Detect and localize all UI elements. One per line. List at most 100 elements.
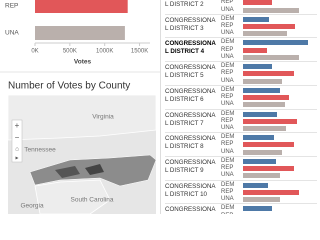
party-label: DEM: [221, 134, 235, 141]
district-name: CONGRESSIONAL DISTRICT 9: [165, 158, 216, 174]
party-label: REP: [221, 213, 233, 214]
bar: [243, 197, 280, 203]
party-label: UNA: [221, 53, 234, 60]
party-label: UNA: [221, 125, 234, 132]
party-label: DEM: [221, 110, 235, 117]
district-row[interactable]: CONGRESSIONAL DISTRICT 2DEMREPUNA: [165, 0, 317, 14]
bar: [243, 64, 272, 70]
state-shape: [7, 94, 157, 141]
party-label: REP: [221, 117, 234, 124]
bar: [243, 7, 300, 13]
party-label: UNA: [221, 101, 234, 108]
district-row[interactable]: CONGRESSIONAL DISTRICT 6 DEM REP UNA: [165, 84, 317, 109]
bar: [243, 173, 280, 179]
party-label: REP: [221, 70, 234, 77]
party-label: UNA: [221, 172, 234, 179]
pan[interactable]: ▸: [15, 156, 18, 162]
district-row[interactable]: CONGRESSIONAL DISTRICT 11DEMREPUNA: [165, 203, 317, 214]
party-label: REP: [221, 94, 234, 101]
bar: [243, 126, 287, 132]
bar: [243, 95, 289, 101]
party-label: DEM: [221, 205, 235, 212]
party-label: UNA: [221, 148, 234, 155]
party-label: DEM: [221, 86, 235, 93]
map-title: Number of Votes by County: [8, 81, 130, 92]
district-row[interactable]: CONGRESSIONAL DISTRICT 5 DEM REP UNA: [165, 61, 317, 85]
bar: [243, 135, 275, 141]
district-name: CONGRESSIONAL DISTRICT 10: [165, 182, 216, 198]
district-row[interactable]: CONGRESSIONAL DISTRICT 9 DEM REP UNA: [165, 155, 317, 180]
district-name: CONGRESSIONAL DISTRICT 5: [165, 64, 216, 80]
bar: [243, 118, 297, 124]
bar: [243, 158, 276, 164]
bar: [243, 182, 268, 188]
district-name: CONGRESSIONAL DISTRICT 7: [165, 111, 216, 127]
bar: [243, 16, 270, 22]
bar: [243, 31, 288, 37]
bar: [35, 0, 128, 13]
bar: [243, 78, 283, 84]
x-axis-label: Votes: [74, 59, 92, 66]
state-shape: [34, 179, 111, 214]
party-label: UNA: [221, 6, 234, 13]
map-label: Georgia: [20, 203, 44, 210]
bar: [35, 26, 125, 40]
district-row[interactable]: CONGRESSIONAL DISTRICT 10 DEM REP UNA: [165, 179, 317, 204]
bar: [243, 189, 300, 195]
party-label: UNA: [221, 77, 234, 84]
zoom-in[interactable]: +: [15, 121, 20, 130]
party-label: REP: [221, 165, 234, 172]
party-label: UNA: [221, 30, 234, 37]
district-row[interactable]: CONGRESSIONAL DISTRICT 8 DEM REP UNA: [165, 132, 317, 156]
bar: [243, 87, 280, 93]
county-highlight: [55, 166, 80, 178]
y-tick-label: REP: [5, 3, 18, 10]
bar: [243, 71, 294, 77]
left-panel: + − ⌂ ▸ Virginia Tennessee South Carolin…: [0, 0, 160, 214]
district-name: CONGRESSIONAL DISTRICT 4: [165, 40, 216, 56]
bar: [243, 149, 283, 155]
district-name: CONGRESSIONAL DISTRICT 11: [165, 206, 216, 214]
x-tick-label: 0K: [31, 49, 38, 55]
county-highlight: [85, 164, 104, 175]
bar: [243, 54, 300, 60]
bar: [243, 40, 309, 46]
y-tick-label: UNA: [5, 30, 19, 37]
bar: [243, 0, 272, 6]
party-label: REP: [221, 188, 234, 195]
map: + − ⌂ ▸ Virginia Tennessee South Carolin…: [7, 94, 157, 214]
party-label: DEM: [221, 157, 235, 164]
dashboard: + − ⌂ ▸ Virginia Tennessee South Carolin…: [0, 0, 317, 214]
party-label: DEM: [221, 63, 235, 70]
party-label: REP: [221, 0, 234, 6]
party-label: DEM: [221, 15, 235, 22]
party-label: DEM: [221, 181, 235, 188]
x-tick-label: 500K: [63, 49, 77, 55]
bar: [243, 23, 296, 29]
map-label: Tennessee: [24, 147, 56, 154]
party-label: DEM: [221, 39, 235, 46]
bar: [243, 142, 294, 148]
bar: [243, 206, 272, 212]
party-label: REP: [221, 22, 234, 29]
divider: [160, 0, 161, 214]
district-row[interactable]: CONGRESSIONAL DISTRICT 7 DEM REP UNA: [165, 108, 317, 133]
map-label: South Carolina: [71, 197, 114, 204]
bar: [243, 102, 285, 108]
district-name: CONGRESSIONAL DISTRICT 2: [165, 1, 204, 8]
x-tick-label: 1500K: [131, 49, 148, 55]
party-label: REP: [221, 141, 234, 148]
district-row[interactable]: CONGRESSIONAL DISTRICT 3 DEM REP UNA: [165, 13, 317, 38]
bar: [243, 47, 267, 53]
party-label: REP: [221, 46, 234, 53]
district-name: CONGRESSIONAL DISTRICT 3: [165, 16, 216, 32]
district-row[interactable]: CONGRESSIONAL DISTRICT 4 DEM REP UNA: [165, 37, 317, 61]
zoom-controls[interactable]: [11, 119, 23, 163]
home[interactable]: ⌂: [15, 147, 19, 153]
bar: [243, 111, 277, 117]
bar: [243, 166, 294, 172]
zoom-out[interactable]: −: [15, 133, 20, 142]
party-label: UNA: [221, 196, 234, 203]
x-tick-label: 1000K: [96, 49, 113, 55]
district-name: CONGRESSIONAL DISTRICT 6: [165, 87, 216, 103]
